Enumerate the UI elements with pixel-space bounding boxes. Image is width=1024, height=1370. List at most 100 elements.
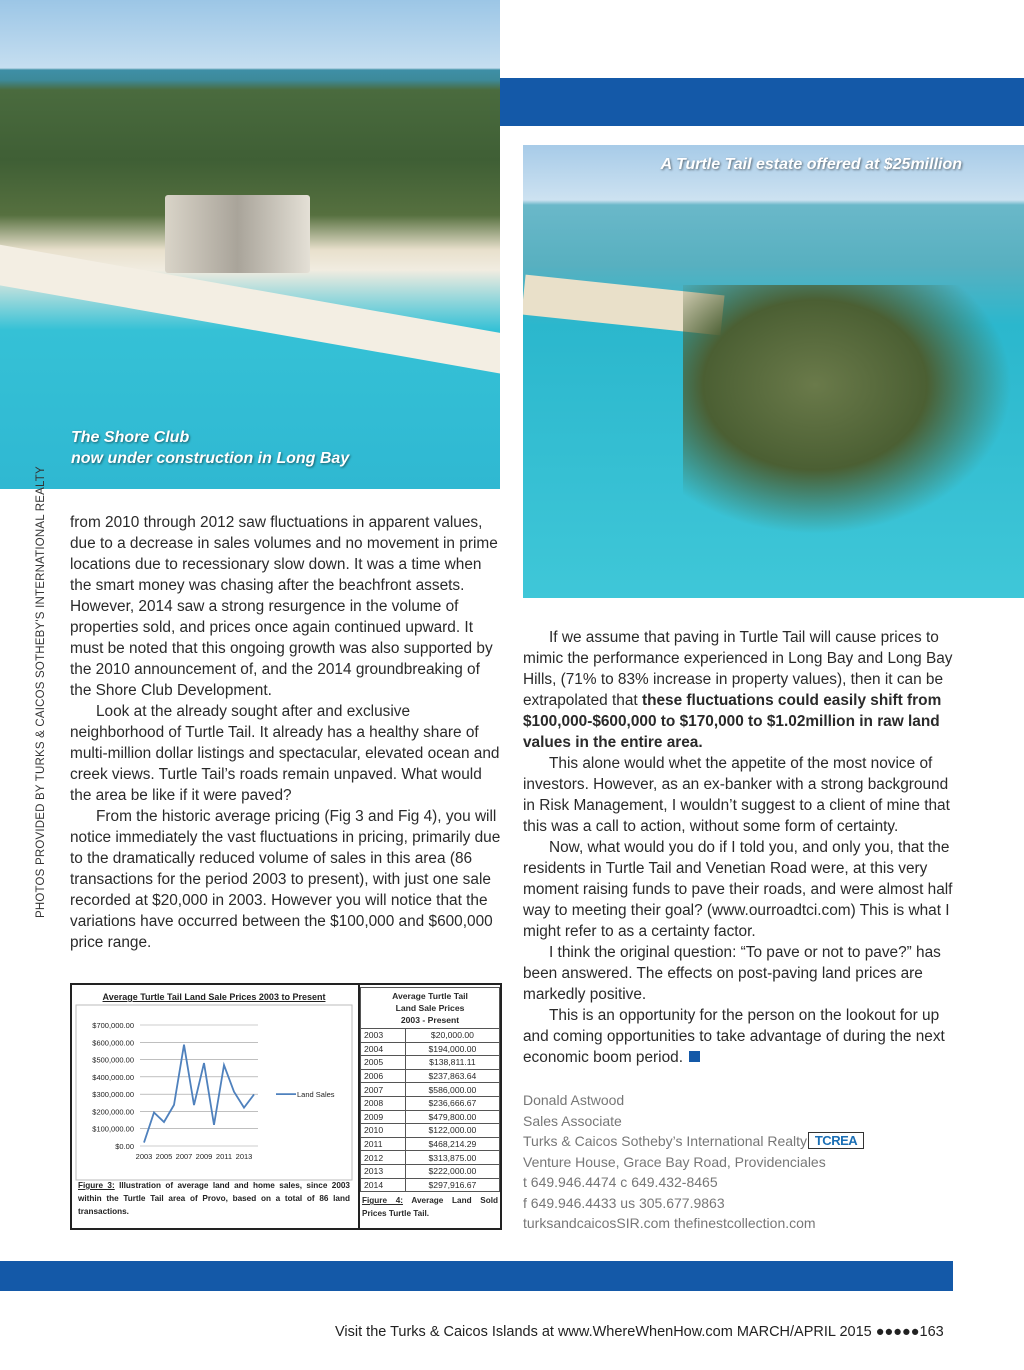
year-cell: 2009: [360, 1109, 406, 1125]
paragraph: This is an opportunity for the person on…: [523, 1005, 955, 1068]
table-row: 2009 $479,800.00: [360, 1109, 501, 1125]
article-right-column: If we assume that paving in Turtle Tail …: [523, 627, 955, 1068]
table-row: 2012 $313,875.00: [360, 1150, 501, 1165]
turtle-tail-estate-photo: A Turtle Tail estate offered at $25milli…: [523, 145, 1024, 598]
header-line: Average Turtle Tail: [392, 991, 468, 1001]
author-signature: Donald Astwood Sales Associate Turks & C…: [523, 1090, 826, 1234]
top-blue-band: [500, 78, 1024, 126]
figure-3-caption: Figure 3: Illustration of average land a…: [78, 1179, 350, 1218]
paragraph: Now, what would you do if I told you, an…: [523, 839, 953, 940]
paragraph: This alone would whet the appetite of th…: [523, 755, 950, 835]
figure-4-caption: Figure 4: Average Land Sold Prices Turtl…: [360, 1192, 500, 1222]
paragraph: I think the original question: “To pave …: [523, 944, 941, 1003]
text: This is an opportunity for the person on…: [523, 1007, 945, 1066]
caption-text: Illustration of average land and home sa…: [78, 1181, 350, 1216]
paragraph: If we assume that paving in Turtle Tail …: [523, 627, 955, 753]
y-tick-label: $300,000.00: [92, 1090, 134, 1099]
bottom-blue-band: [0, 1261, 953, 1291]
price-cell: $194,000.00: [404, 1041, 501, 1057]
year-cell: 2013: [360, 1163, 406, 1179]
y-tick-label: $200,000.00: [92, 1107, 134, 1116]
table-row: 2004 $194,000.00: [360, 1041, 501, 1057]
chart-title: Average Turtle Tail Land Sale Prices 200…: [102, 992, 326, 1002]
y-tick-label: $100,000.00: [92, 1125, 134, 1134]
year-cell: 2008: [360, 1095, 406, 1111]
price-cell: $468,214.29: [404, 1136, 501, 1152]
price-cell: $236,666.67: [404, 1095, 501, 1111]
year-cell: 2011: [360, 1136, 406, 1152]
address: Venture House, Grace Bay Road, Providenc…: [523, 1153, 826, 1170]
author-name: Donald Astwood: [523, 1092, 625, 1108]
table-row: 2013 $222,000.00: [360, 1163, 501, 1179]
price-cell: $586,000.00: [404, 1082, 501, 1097]
price-table: Average Turtle Tail Land Sale Prices 2003 …: [360, 987, 501, 1193]
x-tick-label: 2003: [136, 1152, 153, 1161]
price-cell: $122,000.00: [404, 1123, 501, 1138]
figure-3: Average Turtle Tail Land Sale Prices 200…: [74, 987, 354, 1226]
x-tick-label: 2007: [176, 1152, 193, 1161]
end-mark: [688, 1051, 700, 1062]
caption-label: Figure 4:: [362, 1196, 403, 1206]
photo-caption-left: The Shore Club now under construction in…: [71, 427, 349, 469]
price-cell: $313,875.00: [404, 1150, 501, 1165]
x-tick-label: 2005: [156, 1152, 173, 1161]
year-cell: 2007: [360, 1082, 406, 1097]
websites: turksandcaicosSIR.com thefinestcollectio…: [523, 1215, 816, 1231]
table-row: 2006 $237,863.64: [360, 1068, 501, 1084]
paragraph: From the historic average pricing (Fig 3…: [70, 808, 501, 951]
bold-text: these fluctuations could easily shift fr…: [523, 692, 942, 751]
caption-line: now under construction in Long Bay: [71, 450, 350, 467]
table-row: 2007 $586,000.00: [360, 1082, 501, 1097]
page-number: 163: [919, 1324, 944, 1340]
series-line-land-sales: [143, 1044, 255, 1143]
table-row: 2003 $20,000.00: [360, 1028, 501, 1043]
caption-line: The Shore Club: [71, 429, 190, 446]
header-line: 2003 - Present: [400, 1015, 460, 1025]
table-row: 2010 $122,000.00: [360, 1123, 501, 1138]
header-line: Land Sale Prices: [395, 1003, 465, 1013]
building: [165, 195, 310, 273]
table-header: Average Turtle Tail Land Sale Prices 2003 …: [360, 987, 500, 1029]
legend-label: Land Sales: [297, 1090, 335, 1099]
company: Turks & Caicos Sotheby’s International R…: [523, 1133, 808, 1149]
price-cell: $479,800.00: [404, 1109, 501, 1125]
price-cell: $297,916.67: [404, 1177, 501, 1193]
year-cell: 2010: [360, 1123, 406, 1138]
x-tick-label: 2009: [196, 1152, 213, 1161]
caption-label: Figure 3:: [78, 1181, 115, 1190]
phone: t 649.946.4474 c 649.432-8465: [523, 1174, 718, 1190]
tcrea-logo: TCREA: [808, 1132, 864, 1149]
text: If we assume that paving in Turtle Tail …: [523, 629, 953, 709]
price-cell: $237,863.64: [404, 1068, 501, 1084]
table-row: 2011 $468,214.29: [360, 1136, 501, 1152]
chart-frame: [75, 1004, 353, 1181]
y-tick-label: $700,000.00: [92, 1021, 134, 1030]
year-cell: 2005: [360, 1055, 406, 1070]
footer-text: Visit the Turks & Caicos Islands at www.…: [335, 1324, 920, 1340]
y-tick-label: $500,000.00: [92, 1056, 134, 1065]
line-chart: $0.00 $100,000.00 $200,000.00 $300,000.00 $4…: [75, 1004, 353, 1181]
price-cell: $222,000.00: [404, 1163, 501, 1179]
author-title: Sales Associate: [523, 1112, 622, 1129]
year-cell: 2014: [360, 1177, 406, 1193]
figures-box: Average Turtle Tail Land Sale Prices 200…: [70, 983, 502, 1230]
shore-club-photo: The Shore Club now under construction in…: [0, 0, 500, 489]
table-row: 2014 $297,916.67: [360, 1177, 501, 1193]
x-tick-label: 2011: [216, 1152, 232, 1161]
year-cell: 2006: [360, 1068, 406, 1084]
paragraph: from 2010 through 2012 saw fluctuations …: [70, 514, 498, 699]
figure-4: Average Turtle Tail Land Sale Prices 2003 …: [358, 985, 501, 1228]
photo-credit: PHOTOS PROVIDED BY TURKS & CAICOS SOTHEB…: [35, 466, 47, 918]
x-tick-label: 2013: [236, 1152, 253, 1161]
caption-text: Average Land Sold Prices Turtle Tail.: [362, 1196, 499, 1219]
price-cell: $138,811.11: [404, 1055, 501, 1070]
year-cell: 2012: [360, 1150, 406, 1165]
year-cell: 2004: [360, 1041, 406, 1057]
article-left-column: from 2010 through 2012 saw fluctuations …: [70, 512, 502, 953]
photo-caption-right: A Turtle Tail estate offered at $25milli…: [660, 156, 962, 173]
fax: f 649.946.4433 us 305.677.9863: [523, 1194, 725, 1211]
table-row: 2005 $138,811.11: [360, 1055, 501, 1070]
y-tick-label: $600,000.00: [92, 1038, 134, 1047]
y-tick-label: $400,000.00: [92, 1073, 134, 1082]
page-footer: Visit the Turks & Caicos Islands at www.…: [335, 1324, 944, 1340]
